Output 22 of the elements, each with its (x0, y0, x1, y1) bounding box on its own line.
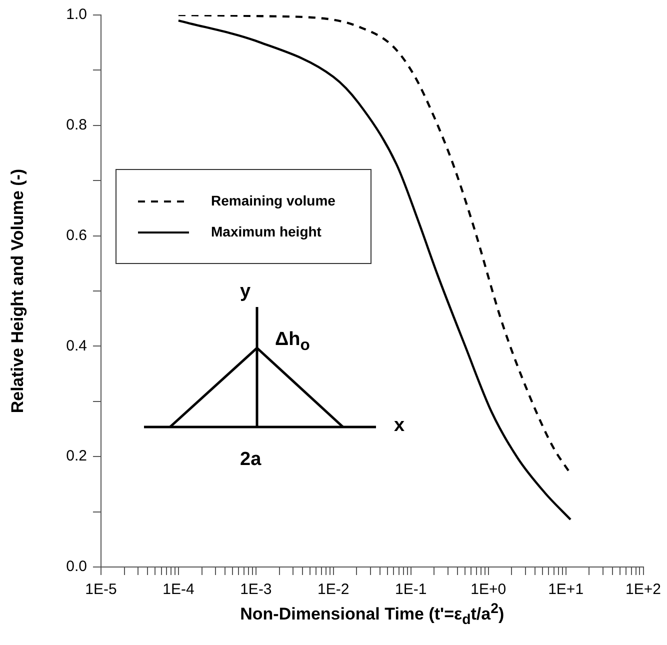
legend-label: Maximum height (211, 223, 322, 240)
x-tick-label: 1E-1 (395, 581, 427, 598)
x-tick-label: 1E-5 (85, 581, 117, 598)
x-tick-label: 1E+2 (626, 581, 661, 598)
x-tick-label: 1E+0 (470, 581, 506, 598)
x-tick-label: 1E+1 (548, 581, 584, 598)
y-tick-label: 0.4 (66, 337, 87, 354)
y-tick-label: 0.0 (66, 558, 87, 576)
y-tick-label: 0.8 (66, 116, 87, 134)
x-tick-label: 1E-3 (240, 581, 272, 598)
annotation: x (394, 415, 405, 436)
y-tick-label: 0.6 (66, 226, 87, 244)
x-tick-label: 1E-2 (318, 581, 350, 598)
annotation: 2a (240, 449, 262, 470)
y-tick-label: 1.0 (66, 6, 87, 24)
annotation: Δh$_{o}$ (275, 329, 310, 354)
x-tick-label: 1E-4 (162, 581, 194, 598)
x-axis-title: Non-Dimensional Time (t'=ε$_{d}$t/a$^{2}$) (240, 601, 504, 628)
legend-label: Remaining volume (211, 192, 336, 208)
y-tick-label: 0.2 (66, 448, 87, 465)
annotation: y (240, 281, 251, 302)
y-axis-title: Relative Height and Volume (-) (8, 168, 28, 414)
